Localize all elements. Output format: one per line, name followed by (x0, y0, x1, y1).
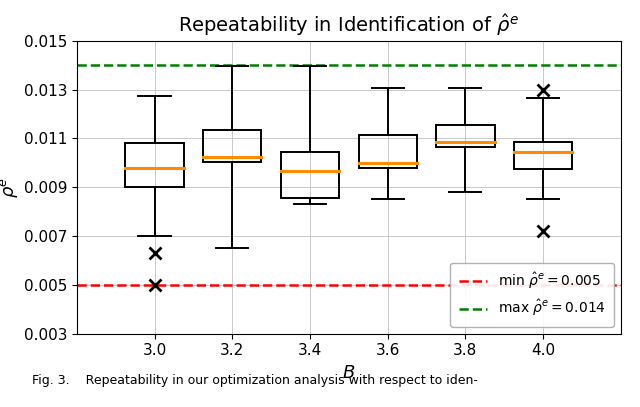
Bar (436, 125, 495, 147)
Legend: min $\hat{\rho}^e = 0.005$, max $\hat{\rho}^e = 0.014$: min $\hat{\rho}^e = 0.005$, max $\hat{\r… (451, 263, 614, 327)
Bar (125, 143, 184, 187)
Bar (514, 142, 572, 169)
Bar (358, 135, 417, 168)
Bar (281, 152, 339, 198)
Title: Repeatability in Identification of $\hat{\rho}^e$: Repeatability in Identification of $\hat… (179, 13, 519, 38)
Text: Fig. 3.    Repeatability in our optimization analysis with respect to iden-: Fig. 3. Repeatability in our optimizatio… (32, 374, 478, 387)
Y-axis label: $\hat{\rho}^e$: $\hat{\rho}^e$ (0, 177, 20, 198)
Bar (203, 130, 261, 162)
X-axis label: $B$: $B$ (342, 364, 355, 382)
